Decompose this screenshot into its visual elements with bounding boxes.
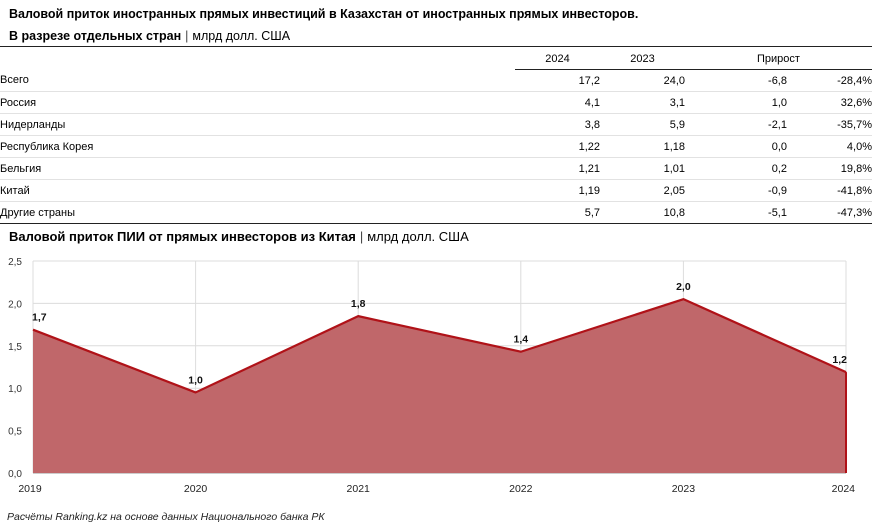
row-value-2024: 5,7 xyxy=(515,201,600,224)
x-tick-label: 2021 xyxy=(347,483,371,495)
table-subtitle: В разрезе отдельных стран | млрд долл. США xyxy=(9,29,290,43)
chart-title-separator: | xyxy=(359,229,364,244)
row-value-2024: 17,2 xyxy=(515,69,600,92)
investment-table: 2024 2023 Прирост Всего 17,2 24,0 -6,8 -28,4… xyxy=(0,49,872,224)
row-value-2024: 1,19 xyxy=(515,179,600,202)
row-country-name: Китай xyxy=(0,179,515,202)
table-row: Республика Корея 1,22 1,18 0,0 4,0% xyxy=(0,135,872,158)
row-growth-abs: -6,8 xyxy=(685,69,787,92)
row-value-2023: 1,18 xyxy=(600,135,685,158)
data-label: 1,8 xyxy=(351,298,366,310)
row-country-name: Другие страны xyxy=(0,201,515,224)
row-growth-abs: -2,1 xyxy=(685,113,787,136)
table-row: Россия 4,1 3,1 1,0 32,6% xyxy=(0,91,872,114)
row-growth-pct: -41,8% xyxy=(787,179,872,202)
y-tick-label: 0,0 xyxy=(8,469,22,480)
row-growth-abs: -5,1 xyxy=(685,201,787,224)
row-growth-abs: 1,0 xyxy=(685,91,787,114)
page-title: Валовой приток иностранных прямых инвест… xyxy=(9,7,639,21)
row-value-2023: 5,9 xyxy=(600,113,685,136)
x-tick-label: 2022 xyxy=(509,483,533,495)
area-fill xyxy=(33,299,846,473)
subtitle-main: В разрезе отдельных стран xyxy=(9,29,182,43)
row-country-name: Бельгия xyxy=(0,157,515,180)
subtitle-unit: млрд долл. США xyxy=(192,29,291,43)
data-label: 1,0 xyxy=(188,374,203,386)
row-growth-pct: -28,4% xyxy=(787,69,872,92)
subtitle-separator: | xyxy=(185,29,189,43)
row-growth-abs: 0,0 xyxy=(685,135,787,158)
table-row: Другие страны 5,7 10,8 -5,1 -47,3% xyxy=(0,201,872,224)
data-label: 2,0 xyxy=(676,281,691,293)
y-tick-label: 1,5 xyxy=(8,342,22,353)
y-tick-label: 2,5 xyxy=(8,257,22,268)
row-value-2024: 1,22 xyxy=(515,135,600,158)
col-header-2023: 2023 xyxy=(600,49,685,70)
col-header-growth: Прирост xyxy=(685,49,872,70)
table-row: Китай 1,19 2,05 -0,9 -41,8% xyxy=(0,179,872,202)
y-tick-label: 2,0 xyxy=(8,299,22,310)
source-note: Расчёты Ranking.kz на основе данных Наци… xyxy=(7,511,325,523)
row-country-name: Всего xyxy=(0,69,515,92)
chart-title-main: Валовой приток ПИИ от прямых инвесторов … xyxy=(9,229,356,244)
row-value-2023: 24,0 xyxy=(600,69,685,92)
table-body: Всего 17,2 24,0 -6,8 -28,4% Россия 4,1 3,1 1,0 32… xyxy=(0,69,872,224)
row-growth-pct: 32,6% xyxy=(787,91,872,114)
row-growth-pct: 4,0% xyxy=(787,135,872,158)
table-row: Всего 17,2 24,0 -6,8 -28,4% xyxy=(0,69,872,92)
row-value-2023: 10,8 xyxy=(600,201,685,224)
y-tick-label: 1,0 xyxy=(8,384,22,395)
row-value-2023: 3,1 xyxy=(600,91,685,114)
china-fdi-area-chart: 0,0 0,5 1,0 1,5 2,0 2,5 1,7 1,0 1,8 1,4 2,0 1,2 2019… xyxy=(8,257,856,495)
data-label: 1,2 xyxy=(832,354,847,366)
table-row: Бельгия 1,21 1,01 0,2 19,8% xyxy=(0,157,872,180)
row-value-2024: 3,8 xyxy=(515,113,600,136)
x-tick-label: 2023 xyxy=(672,483,696,495)
row-growth-pct: 19,8% xyxy=(787,157,872,180)
data-label: 1,7 xyxy=(32,312,47,324)
row-growth-pct: -35,7% xyxy=(787,113,872,136)
chart-title: Валовой приток ПИИ от прямых инвесторов … xyxy=(9,229,469,244)
table-header-row: 2024 2023 Прирост xyxy=(0,49,872,70)
header-divider xyxy=(0,46,872,47)
data-label: 1,4 xyxy=(513,334,528,346)
row-value-2023: 1,01 xyxy=(600,157,685,180)
row-country-name: Республика Корея xyxy=(0,135,515,158)
table-row: Нидерланды 3,8 5,9 -2,1 -35,7% xyxy=(0,113,872,136)
row-country-name: Россия xyxy=(0,91,515,114)
x-tick-label: 2020 xyxy=(184,483,208,495)
series-line xyxy=(32,298,847,394)
row-value-2024: 4,1 xyxy=(515,91,600,114)
row-growth-abs: -0,9 xyxy=(685,179,787,202)
col-header-2024: 2024 xyxy=(515,49,600,70)
x-tick-label: 2024 xyxy=(832,483,856,495)
row-growth-pct: -47,3% xyxy=(787,201,872,224)
row-value-2023: 2,05 xyxy=(600,179,685,202)
row-country-name: Нидерланды xyxy=(0,113,515,136)
y-tick-label: 0,5 xyxy=(8,427,22,438)
chart-title-unit: млрд долл. США xyxy=(367,229,469,244)
row-value-2024: 1,21 xyxy=(515,157,600,180)
row-growth-abs: 0,2 xyxy=(685,157,787,180)
x-tick-label: 2019 xyxy=(18,483,42,495)
